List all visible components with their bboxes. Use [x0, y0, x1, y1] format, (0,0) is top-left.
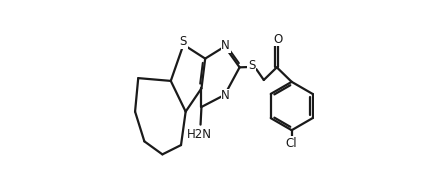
- Text: N: N: [221, 89, 230, 102]
- Text: O: O: [273, 33, 282, 46]
- Text: S: S: [248, 59, 255, 72]
- Text: N: N: [221, 39, 230, 52]
- Text: S: S: [180, 35, 187, 48]
- Text: H2N: H2N: [187, 128, 212, 141]
- Text: Cl: Cl: [286, 137, 297, 150]
